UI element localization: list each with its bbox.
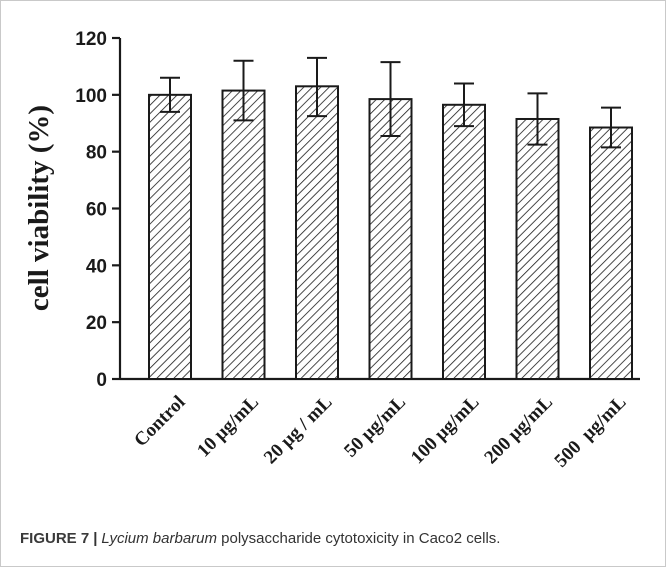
- y-tick-label: 100: [75, 86, 107, 107]
- x-tick-label: 200 μg/mL: [480, 392, 557, 469]
- bar: [442, 103, 486, 380]
- y-tick-label: 40: [86, 256, 107, 277]
- caption-figure-label: FIGURE 7: [20, 530, 90, 547]
- bar: [368, 98, 413, 381]
- y-tick-label: 80: [86, 143, 107, 164]
- figure-caption: FIGURE 7 | Lycium barbarum polysaccharide …: [20, 530, 650, 547]
- bar: [295, 85, 339, 381]
- x-tick-label: 20 μg / mL: [260, 392, 337, 469]
- bar: [589, 126, 633, 380]
- x-tick-label: 10 μg/mL: [193, 392, 263, 462]
- x-tick-label: 50 μg/mL: [340, 392, 410, 462]
- bar: [221, 89, 266, 380]
- x-tick-label: Control: [130, 392, 189, 451]
- y-axis: 0 20 40 60 80 100 120: [75, 29, 122, 391]
- error-bars-group: [160, 56, 621, 149]
- y-tick-label: 20: [86, 313, 107, 334]
- caption-text: polysaccharide cytotoxicity in Caco2 cel…: [217, 530, 501, 547]
- y-tick-label: 0: [96, 370, 107, 391]
- bar: [515, 117, 560, 381]
- caption-separator: |: [93, 530, 98, 547]
- x-tick-label: 500 μg/mL: [551, 392, 631, 472]
- x-tick-label: 100 μg/mL: [407, 392, 484, 469]
- bar: [148, 93, 192, 380]
- y-tick-label: 120: [75, 29, 107, 50]
- y-axis-label: cell viability (%): [23, 105, 55, 311]
- caption-species-name: Lycium barbarum: [101, 530, 217, 547]
- y-tick-label: 60: [86, 200, 107, 221]
